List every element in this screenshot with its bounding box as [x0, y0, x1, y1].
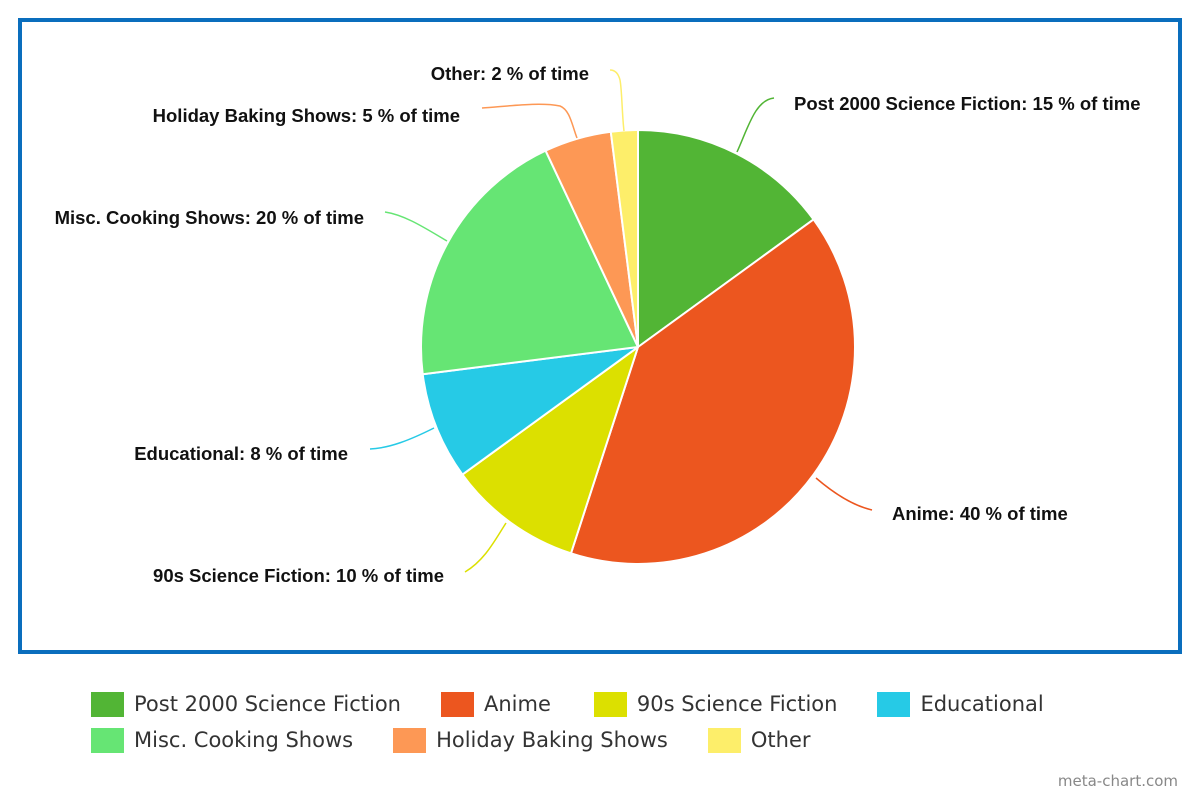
legend-swatch: [593, 691, 627, 717]
legend-item-post2000[interactable]: Post 2000 Science Fiction: [91, 691, 401, 717]
data-label-anime: Anime: 40 % of time: [892, 503, 1068, 524]
legend-item-90s-scifi[interactable]: 90s Science Fiction: [593, 691, 838, 717]
legend-row-1: Post 2000 Science Fiction Anime 90s Scie…: [91, 686, 1151, 722]
data-label-post2000: Post 2000 Science Fiction: 15 % of time: [794, 93, 1140, 114]
legend-swatch: [440, 691, 474, 717]
data-label-baking: Holiday Baking Shows: 5 % of time: [153, 105, 460, 126]
legend-swatch: [877, 691, 911, 717]
connector-anime: [815, 477, 873, 511]
label-connectors: [369, 69, 873, 573]
connector-post2000: [736, 97, 775, 153]
legend-item-baking[interactable]: Holiday Baking Shows: [393, 727, 668, 753]
legend-row-2: Misc. Cooking Shows Holiday Baking Shows…: [91, 722, 1151, 758]
connector-90s: [464, 522, 507, 573]
legend-swatch: [91, 727, 124, 753]
legend-item-cooking[interactable]: Misc. Cooking Shows: [91, 727, 354, 753]
legend-swatch: [707, 727, 741, 753]
legend-item-other[interactable]: Other: [707, 727, 811, 753]
pie-slice-90s-science-fiction[interactable]: [461, 346, 639, 555]
connector-baking: [481, 103, 578, 139]
legend-swatch: [91, 691, 124, 717]
data-label-90s-scifi: 90s Science Fiction: 10 % of time: [153, 565, 444, 586]
pie-slice-post-2000-science-fiction[interactable]: [637, 129, 815, 348]
pie-slice-misc-cooking-shows[interactable]: [420, 149, 639, 376]
legend-label: Other: [750, 728, 811, 752]
pie-slices: [420, 129, 856, 565]
legend-label: Holiday Baking Shows: [436, 728, 668, 752]
legend-label: Educational: [920, 692, 1044, 716]
legend-label: Misc. Cooking Shows: [134, 728, 354, 752]
legend-label: Anime: [483, 692, 551, 716]
data-label-educational: Educational: 8 % of time: [134, 443, 348, 464]
legend-item-anime[interactable]: Anime: [440, 691, 551, 717]
connector-other: [609, 69, 625, 132]
legend-label: Post 2000 Science Fiction: [134, 692, 401, 716]
pie-slice-educational[interactable]: [421, 346, 639, 476]
legend-item-educational[interactable]: Educational: [877, 691, 1044, 717]
connector-cooking: [384, 211, 448, 242]
credit-text[interactable]: meta-chart.com: [1057, 772, 1178, 790]
legend-swatch: [393, 727, 427, 753]
pie-slice-anime[interactable]: [569, 218, 856, 565]
legend-label: 90s Science Fiction: [636, 692, 838, 716]
connector-educational: [369, 427, 435, 450]
data-label-cooking: Misc. Cooking Shows: 20 % of time: [55, 207, 364, 228]
data-label-other: Other: 2 % of time: [431, 63, 589, 84]
legend: Post 2000 Science Fiction Anime 90s Scie…: [91, 686, 1151, 758]
